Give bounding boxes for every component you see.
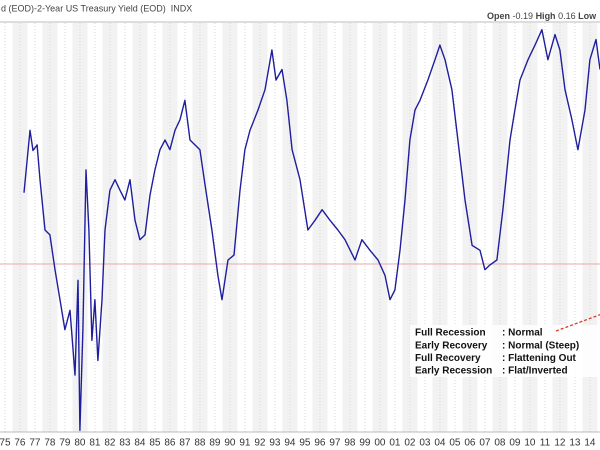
- x-tick-label: 80: [74, 438, 86, 449]
- x-tick-label: 12: [554, 438, 566, 449]
- x-tick-label: 00: [374, 438, 386, 449]
- x-tick-label: 85: [149, 438, 161, 449]
- x-tick-label: 82: [104, 438, 116, 449]
- x-tick-label: 07: [479, 438, 491, 449]
- annotation-label: Full Recovery: [415, 353, 481, 364]
- annotation-label: Full Recession: [415, 328, 486, 339]
- source: INDX: [171, 3, 193, 13]
- x-tick-label: 99: [359, 438, 371, 449]
- x-tick-label: 92: [254, 438, 266, 449]
- x-tick-label: 14: [584, 438, 596, 449]
- chart-title: d (EOD)-2-Year US Treasury Yield (EOD): [1, 3, 166, 13]
- x-tick-label: 81: [89, 438, 101, 449]
- x-tick-label: 10: [524, 438, 536, 449]
- high-value: 0.16: [558, 11, 576, 21]
- x-tick-label: 86: [164, 438, 176, 449]
- x-tick-label: 05: [449, 438, 461, 449]
- x-tick-label: 02: [404, 438, 416, 449]
- x-tick-label: 90: [224, 438, 236, 449]
- x-tick-label: 97: [329, 438, 341, 449]
- annotation-box: [410, 325, 600, 377]
- annotation-value: : Flat/Inverted: [502, 366, 568, 377]
- x-tick-label: 06: [464, 438, 476, 449]
- x-tick-label: 89: [209, 438, 221, 449]
- x-tick-label: 88: [194, 438, 206, 449]
- annotation-label: Early Recovery: [415, 340, 488, 351]
- annotation-value: : Normal (Steep): [502, 340, 579, 351]
- x-tick-label: 75: [0, 438, 11, 449]
- annotation-value: : Flattening Out: [502, 353, 577, 364]
- x-tick-label: 96: [314, 438, 326, 449]
- high-label: High: [536, 11, 556, 21]
- x-tick-label: 95: [299, 438, 311, 449]
- x-tick-label: 09: [509, 438, 521, 449]
- x-tick-label: 13: [569, 438, 581, 449]
- x-tick-label: 78: [44, 438, 56, 449]
- x-tick-label: 01: [389, 438, 401, 449]
- x-tick-label: 83: [119, 438, 131, 449]
- x-tick-label: 79: [59, 438, 71, 449]
- data-line: [23, 29, 600, 431]
- x-tick-label: 91: [239, 438, 251, 449]
- low-label: Low: [578, 11, 597, 21]
- annotation-arrow: [555, 314, 600, 332]
- annotation-value: : Normal: [502, 328, 543, 339]
- annotation-label: Early Recession: [415, 366, 492, 377]
- x-tick-label: 76: [14, 438, 26, 449]
- open-label: Open: [487, 11, 510, 21]
- x-tick-label: 84: [134, 438, 146, 449]
- x-tick-label: 87: [179, 438, 191, 449]
- x-tick-label: 93: [269, 438, 281, 449]
- x-tick-label: 11: [540, 438, 551, 449]
- x-tick-label: 98: [344, 438, 356, 449]
- x-tick-label: 08: [494, 438, 506, 449]
- x-tick-label: 77: [29, 438, 41, 449]
- x-tick-label: 94: [284, 438, 296, 449]
- x-tick-label: 04: [434, 438, 446, 449]
- quote: Open -0.19 High 0.16 Low: [487, 11, 597, 21]
- x-tick-label: 03: [419, 438, 431, 449]
- open-value: -0.19: [513, 11, 534, 21]
